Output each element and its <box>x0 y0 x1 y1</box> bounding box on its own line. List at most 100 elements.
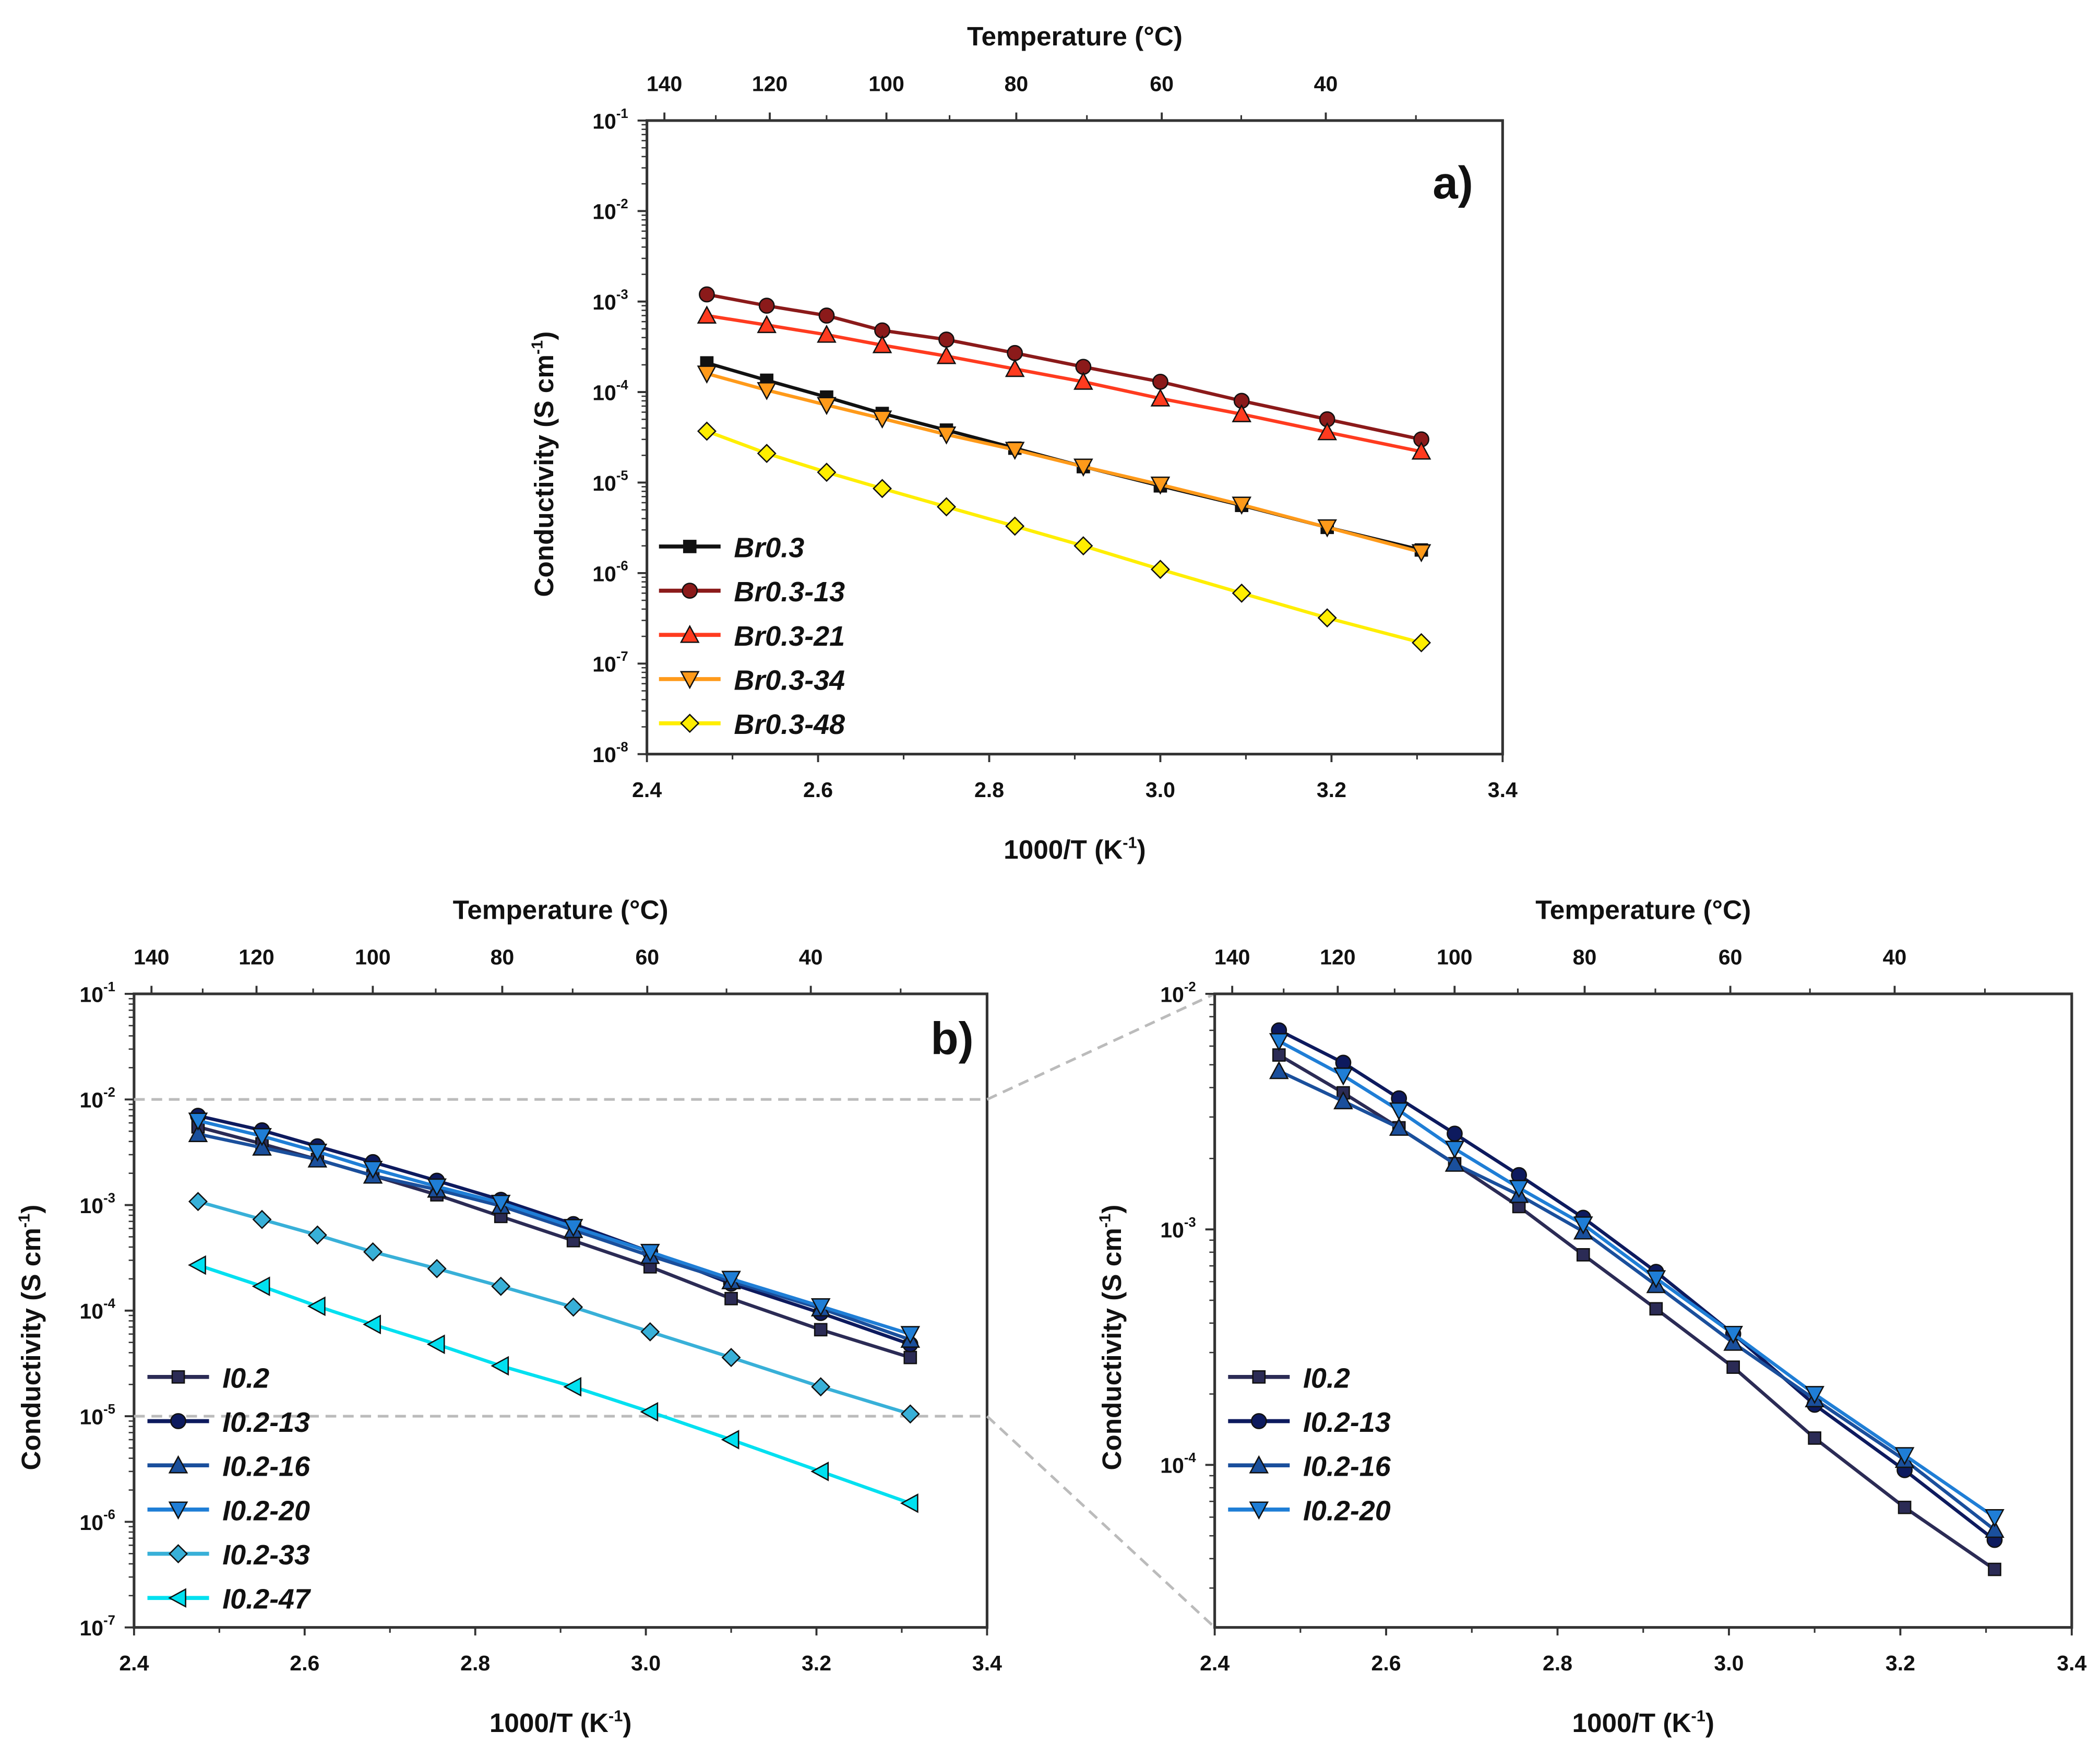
data-point <box>1412 633 1431 652</box>
data-point <box>563 1219 583 1237</box>
x-tick-label: 2.4 <box>119 1651 149 1675</box>
top-tick-label: 100 <box>355 945 391 969</box>
data-point <box>188 1192 208 1212</box>
x-axis-title: 1000/T (K-1) <box>1004 833 1146 864</box>
x-tick-label: 3.0 <box>1146 778 1175 802</box>
series-Br0.3-34 <box>697 365 1431 563</box>
data-point <box>307 1225 327 1245</box>
data-point <box>817 397 837 416</box>
data-point <box>1808 1431 1822 1445</box>
y-tick-base: 10 <box>592 471 616 495</box>
y-tick-exp: -5 <box>103 1402 115 1417</box>
top-tick-label: 120 <box>1320 945 1356 969</box>
legend-marker <box>1252 1370 1266 1384</box>
legend: I0.2 I0.2-13 I0.2-16 I0.2-20 I0.2-33 I0.2-47 <box>147 1362 312 1615</box>
y-axis-title-text: Conductivity (S cm <box>529 354 559 597</box>
legend-marker <box>1250 1413 1267 1429</box>
panel-label: b) <box>930 1013 973 1064</box>
y-tick-base: 10 <box>592 109 616 133</box>
y-tick-base: 10 <box>592 200 616 224</box>
y-tick-label: 10-2 <box>592 197 628 224</box>
data-point <box>1985 1509 2004 1527</box>
data-point <box>1445 1154 1465 1172</box>
data-point <box>697 365 717 384</box>
y-tick-base: 10 <box>592 381 616 405</box>
series-line <box>706 361 1422 552</box>
legend-label: Br0.3-13 <box>734 576 845 608</box>
x-tick-label: 2.8 <box>460 1651 490 1675</box>
data-point <box>1576 1248 1590 1262</box>
legend-label: Br0.3-48 <box>734 709 845 740</box>
data-point <box>1005 516 1025 536</box>
x-tick-label: 2.8 <box>974 778 1004 802</box>
data-point <box>1898 1500 1912 1514</box>
legend-label: I0.2-20 <box>222 1495 310 1526</box>
data-point <box>1150 560 1170 579</box>
y-tick-base: 10 <box>79 1299 103 1323</box>
legend-marker <box>169 1544 188 1564</box>
y-axis-title: Conductivity (S cm-1) <box>15 1205 46 1470</box>
y-tick-exp: -8 <box>616 740 628 755</box>
legend-marker <box>168 1501 188 1520</box>
data-point <box>817 462 837 482</box>
series-I0.2-20 <box>1269 1033 2004 1527</box>
data-point <box>758 298 775 314</box>
y-axis-title-end: ) <box>16 1205 46 1214</box>
legend-label: I0.2 <box>222 1362 269 1394</box>
y-tick-label: 10-3 <box>79 1191 115 1218</box>
y-tick-exp: -4 <box>616 378 629 393</box>
top-axis-title: Temperature (°C) <box>1535 895 1751 924</box>
y-tick-label: 10-5 <box>592 468 628 495</box>
x-axis-title-end: ) <box>1705 1708 1714 1738</box>
y-tick-label: 10-4 <box>79 1297 115 1324</box>
data-point <box>1726 1360 1740 1374</box>
chart-panel-b-zoom: 2.4 2.6 2.8 3.0 3.2 3.4 140 120 100 80 60 40 Tempera… <box>1095 895 2086 1738</box>
data-point <box>1411 544 1431 563</box>
data-point <box>564 1297 583 1317</box>
data-point <box>1152 373 1168 390</box>
y-tick-base: 10 <box>79 982 103 1006</box>
data-point <box>757 315 777 334</box>
data-point <box>1005 442 1025 460</box>
y-tick-label: 10-8 <box>592 740 628 767</box>
top-tick-label: 120 <box>752 72 787 96</box>
data-point <box>936 426 957 445</box>
data-point <box>1269 1033 1289 1051</box>
data-point <box>426 1334 445 1355</box>
legend-marker <box>171 1370 185 1384</box>
y-tick-base: 10 <box>592 562 616 586</box>
data-point <box>1723 1325 1743 1344</box>
y-tick-label: 10-4 <box>592 378 628 405</box>
y-tick-base: 10 <box>592 290 616 314</box>
data-point <box>640 1402 659 1422</box>
top-tick-label: 100 <box>868 72 904 96</box>
x-tick-label: 3.0 <box>1714 1651 1744 1675</box>
y-tick-label: 10-6 <box>79 1508 115 1535</box>
y-tick-exp: -3 <box>1184 1215 1196 1230</box>
series-I0.2-16 <box>188 1124 921 1348</box>
x-tick-label: 2.4 <box>1200 1651 1230 1675</box>
data-point <box>307 1296 326 1316</box>
data-point <box>721 1271 741 1289</box>
data-point <box>491 1194 511 1213</box>
data-point <box>1073 458 1093 477</box>
top-tick-label: 80 <box>1573 945 1597 969</box>
data-point <box>1005 359 1025 377</box>
x-tick-label: 3.4 <box>1488 778 1518 802</box>
y-axis-title: Conductivity (S cm-1) <box>1095 1205 1127 1470</box>
data-point <box>936 346 957 364</box>
data-point <box>697 421 717 441</box>
y-axis-title-sup: -1 <box>15 1214 33 1228</box>
top-tick-label: 100 <box>1437 945 1473 969</box>
series-Br0.3-13 <box>699 286 1429 448</box>
x-axis-title: 1000/T (K-1) <box>490 1706 632 1738</box>
y-tick-exp: -2 <box>1184 980 1196 994</box>
y-tick-base: 10 <box>1160 982 1184 1006</box>
zoom-connector-upper <box>986 992 1215 1101</box>
data-point <box>872 410 892 429</box>
y-tick-exp: -6 <box>103 1508 115 1522</box>
top-tick-label: 80 <box>1005 72 1029 96</box>
data-point <box>1150 388 1171 407</box>
y-tick-label: 10-7 <box>592 649 628 677</box>
legend-label: I0.2 <box>1303 1362 1350 1394</box>
